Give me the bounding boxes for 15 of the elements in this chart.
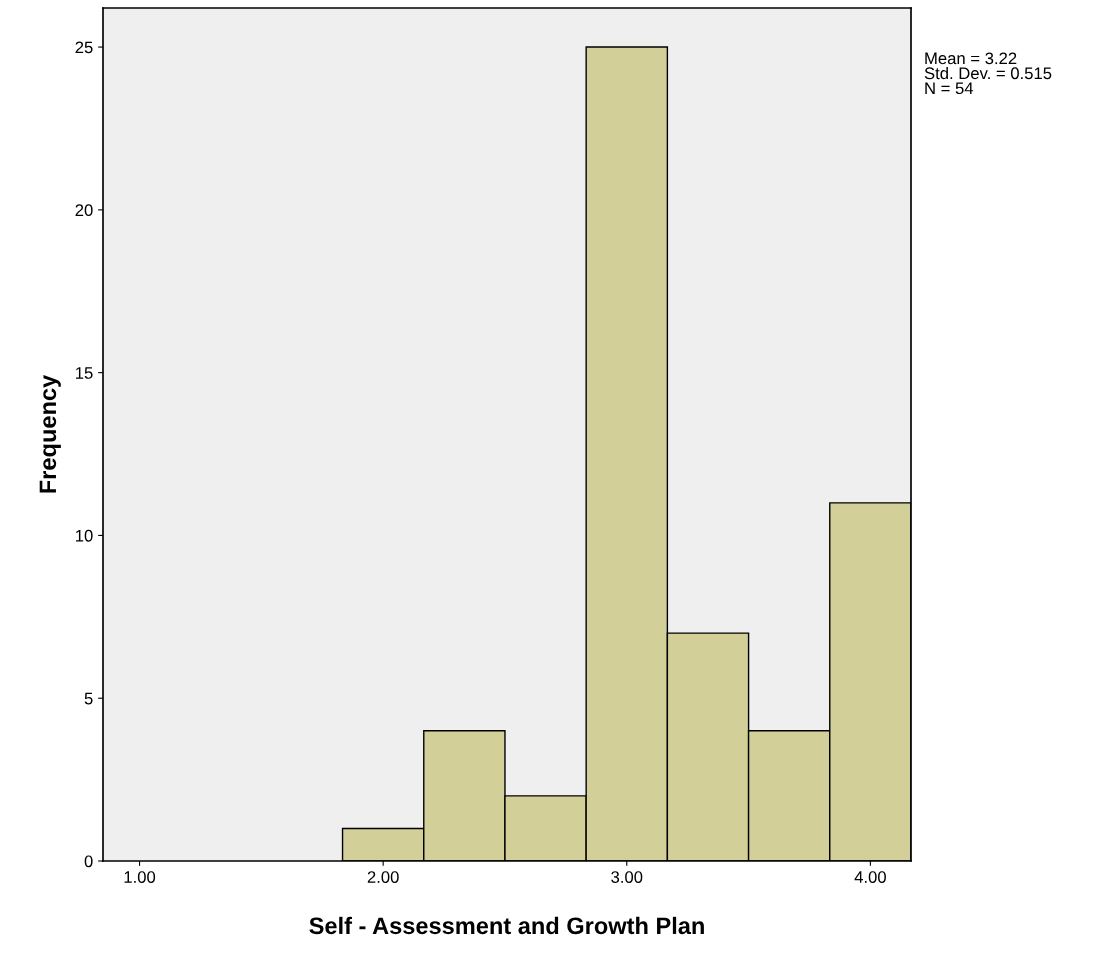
y-tick-label: 5 <box>84 692 93 705</box>
y-tick-label: 20 <box>75 204 93 217</box>
x-axis-title: Self - Assessment and Growth Plan <box>309 916 704 935</box>
x-tick-label: 4.00 <box>854 871 886 883</box>
x-tick-label: 2.00 <box>367 871 399 883</box>
y-axis-title: Frequency <box>39 374 61 493</box>
y-tick-label: 0 <box>84 855 93 868</box>
x-tick-label: 3.00 <box>611 871 643 883</box>
text: Std. Dev. = 0.515 <box>924 66 1052 80</box>
x-tick-label: 1.00 <box>124 871 156 883</box>
text: N = 54 <box>925 82 974 95</box>
y-tick-label: 10 <box>76 529 93 542</box>
y-tick-label: 15 <box>76 367 93 379</box>
text: Mean = 3.22 <box>925 52 1017 65</box>
y-tick-label: 25 <box>75 41 93 54</box>
